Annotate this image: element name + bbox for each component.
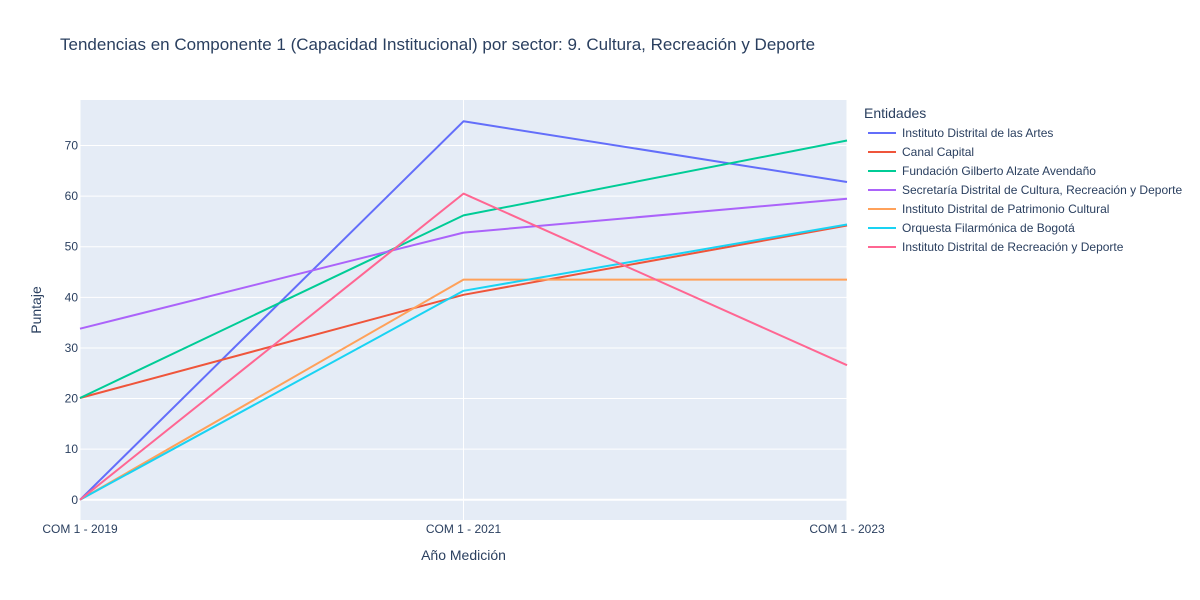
y-tick-label: 20 — [65, 392, 79, 406]
y-tick-label: 50 — [65, 240, 79, 254]
series-line-1 — [79, 120, 848, 501]
legend-item[interactable]: Secretaría Distrital de Cultura, Recreac… — [868, 183, 1182, 197]
y-tick-label: 40 — [65, 290, 79, 304]
legend-label: Instituto Distrital de Recreación y Depo… — [902, 240, 1124, 254]
legend-item[interactable]: Fundación Gilberto Alzate Avendaño — [868, 164, 1096, 178]
series-line-2 — [79, 224, 848, 399]
series-line-4 — [79, 197, 848, 330]
series-line-6 — [79, 223, 848, 501]
y-tick-label: 30 — [65, 341, 79, 355]
y-tick-label: 60 — [65, 189, 79, 203]
legend-label: Orquesta Filarmónica de Bogotá — [902, 221, 1075, 235]
legend-item[interactable]: Instituto Distrital de las Artes — [868, 126, 1053, 140]
y-tick-label: 70 — [65, 139, 79, 153]
legend-item[interactable]: Instituto Distrital de Recreación y Depo… — [868, 240, 1124, 254]
series-line-3 — [79, 139, 848, 399]
legend-item[interactable]: Orquesta Filarmónica de Bogotá — [868, 221, 1075, 235]
series-lines — [79, 120, 848, 501]
legend-label: Fundación Gilberto Alzate Avendaño — [902, 164, 1096, 178]
series-line-7 — [79, 192, 848, 501]
legend-label: Secretaría Distrital de Cultura, Recreac… — [902, 183, 1182, 197]
y-axis-title: Puntaje — [28, 286, 44, 334]
legend-title: Entidades — [864, 105, 926, 121]
chart-title: Tendencias en Componente 1 (Capacidad In… — [60, 35, 815, 54]
x-axis-ticks: COM 1 - 2019 COM 1 - 2021 COM 1 - 2023 — [42, 522, 885, 536]
legend-item[interactable]: Instituto Distrital de Patrimonio Cultur… — [868, 202, 1109, 216]
legend[interactable]: Entidades Instituto Distrital de las Art… — [864, 105, 1182, 254]
series-line-5 — [79, 278, 847, 501]
x-axis-title: Año Medición — [421, 547, 506, 563]
x-tick-label: COM 1 - 2023 — [809, 522, 885, 536]
x-tick-label: COM 1 - 2021 — [426, 522, 502, 536]
legend-label: Canal Capital — [902, 145, 974, 159]
legend-label: Instituto Distrital de las Artes — [902, 126, 1053, 140]
y-axis-ticks: 0 10 20 30 40 50 60 70 — [65, 139, 79, 507]
y-tick-label: 0 — [71, 493, 78, 507]
legend-item[interactable]: Canal Capital — [868, 145, 974, 159]
legend-label: Instituto Distrital de Patrimonio Cultur… — [902, 202, 1109, 216]
x-tick-label: COM 1 - 2019 — [42, 522, 118, 536]
y-tick-label: 10 — [65, 442, 79, 456]
